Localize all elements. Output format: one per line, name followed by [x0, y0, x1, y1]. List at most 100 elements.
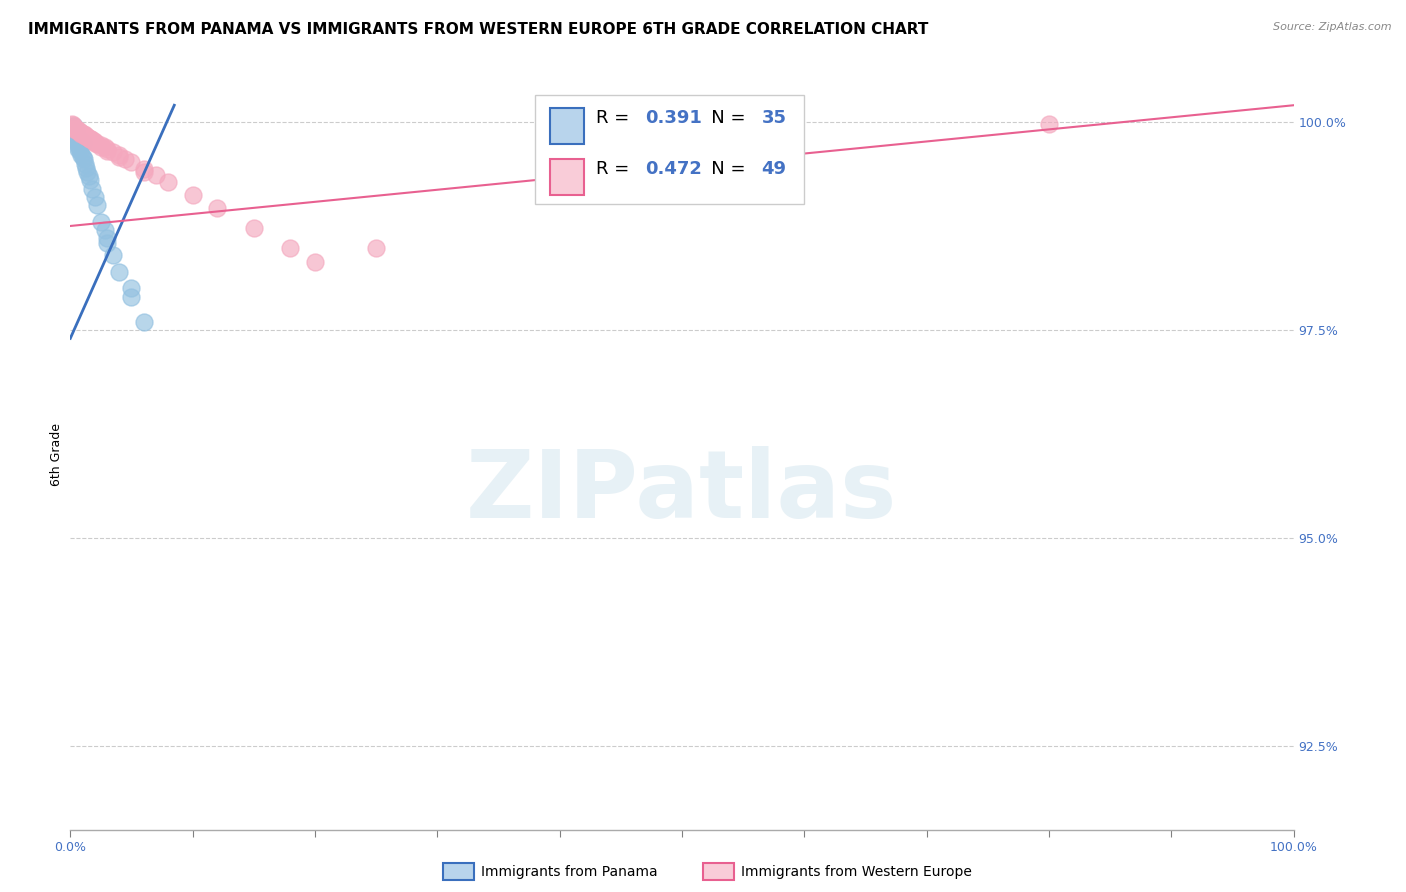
- Text: 35: 35: [762, 109, 786, 127]
- Point: [205, 202, 228, 216]
- Point: [73, 153, 96, 167]
- Point: [132, 315, 155, 329]
- Point: [70, 126, 93, 140]
- Point: [108, 150, 131, 164]
- Point: [67, 131, 90, 145]
- Point: [83, 134, 105, 148]
- Text: 49: 49: [762, 161, 786, 178]
- Point: [132, 165, 155, 179]
- Point: [90, 140, 112, 154]
- Point: [108, 265, 131, 279]
- Point: [114, 152, 136, 166]
- Point: [132, 161, 155, 176]
- Text: Immigrants from Western Europe: Immigrants from Western Europe: [741, 865, 972, 880]
- Point: [69, 125, 91, 139]
- Point: [67, 124, 90, 138]
- Point: [66, 123, 89, 137]
- Point: [73, 128, 96, 142]
- Point: [72, 127, 94, 141]
- Point: [121, 290, 143, 304]
- Point: [63, 119, 86, 133]
- Point: [1038, 117, 1060, 131]
- Point: [70, 148, 93, 162]
- Point: [83, 136, 105, 150]
- Point: [73, 129, 96, 144]
- Text: 0.472: 0.472: [645, 161, 702, 178]
- Point: [63, 128, 86, 142]
- Point: [101, 248, 124, 262]
- Point: [280, 242, 302, 256]
- Text: N =: N =: [695, 161, 751, 178]
- Point: [76, 129, 98, 144]
- Point: [79, 173, 101, 187]
- Point: [65, 123, 87, 137]
- Point: [108, 148, 131, 162]
- Point: [67, 140, 90, 154]
- Point: [79, 132, 101, 146]
- Point: [96, 231, 118, 245]
- Point: [82, 133, 104, 147]
- Point: [60, 117, 83, 131]
- Point: [76, 165, 98, 179]
- Point: [63, 120, 86, 134]
- Point: [75, 161, 97, 175]
- Point: [62, 125, 84, 139]
- Text: R =: R =: [596, 109, 636, 127]
- Point: [366, 242, 388, 256]
- Text: R =: R =: [596, 161, 636, 178]
- Point: [75, 129, 97, 144]
- Y-axis label: 6th Grade: 6th Grade: [51, 424, 63, 486]
- Point: [181, 188, 204, 202]
- Point: [65, 125, 87, 139]
- Point: [96, 144, 118, 158]
- Point: [86, 198, 108, 212]
- Point: [67, 125, 90, 139]
- Text: ZIPatlas: ZIPatlas: [467, 446, 897, 539]
- Point: [65, 121, 87, 136]
- Point: [63, 121, 86, 136]
- Point: [121, 281, 143, 295]
- Point: [77, 130, 100, 145]
- Point: [83, 190, 105, 204]
- Point: [90, 215, 112, 229]
- Point: [66, 142, 89, 156]
- Point: [73, 128, 96, 143]
- Point: [157, 175, 180, 189]
- FancyBboxPatch shape: [550, 160, 583, 195]
- Point: [304, 254, 326, 268]
- Point: [145, 168, 167, 182]
- Point: [62, 118, 84, 132]
- Point: [66, 138, 89, 153]
- Text: Source: ZipAtlas.com: Source: ZipAtlas.com: [1274, 22, 1392, 32]
- Point: [96, 235, 118, 250]
- Text: 0.391: 0.391: [645, 109, 702, 127]
- Point: [72, 150, 94, 164]
- Text: Immigrants from Panama: Immigrants from Panama: [481, 865, 658, 880]
- FancyBboxPatch shape: [550, 108, 583, 145]
- Point: [96, 142, 118, 156]
- Point: [63, 120, 86, 135]
- Point: [63, 128, 86, 142]
- Point: [63, 129, 86, 144]
- Point: [121, 154, 143, 169]
- Point: [73, 156, 96, 170]
- FancyBboxPatch shape: [536, 95, 804, 204]
- Point: [60, 123, 83, 137]
- Point: [90, 138, 112, 153]
- Point: [83, 135, 105, 149]
- Point: [69, 144, 91, 158]
- Point: [70, 127, 93, 141]
- Text: IMMIGRANTS FROM PANAMA VS IMMIGRANTS FROM WESTERN EUROPE 6TH GRADE CORRELATION C: IMMIGRANTS FROM PANAMA VS IMMIGRANTS FRO…: [28, 22, 928, 37]
- Point: [80, 132, 103, 146]
- Point: [93, 223, 115, 237]
- Point: [72, 136, 94, 150]
- Text: N =: N =: [695, 109, 751, 127]
- Point: [77, 169, 100, 183]
- Point: [79, 131, 101, 145]
- Point: [86, 136, 108, 151]
- Point: [82, 181, 104, 195]
- Point: [101, 145, 124, 159]
- Point: [63, 121, 86, 136]
- Point: [243, 221, 266, 235]
- Point: [93, 140, 115, 154]
